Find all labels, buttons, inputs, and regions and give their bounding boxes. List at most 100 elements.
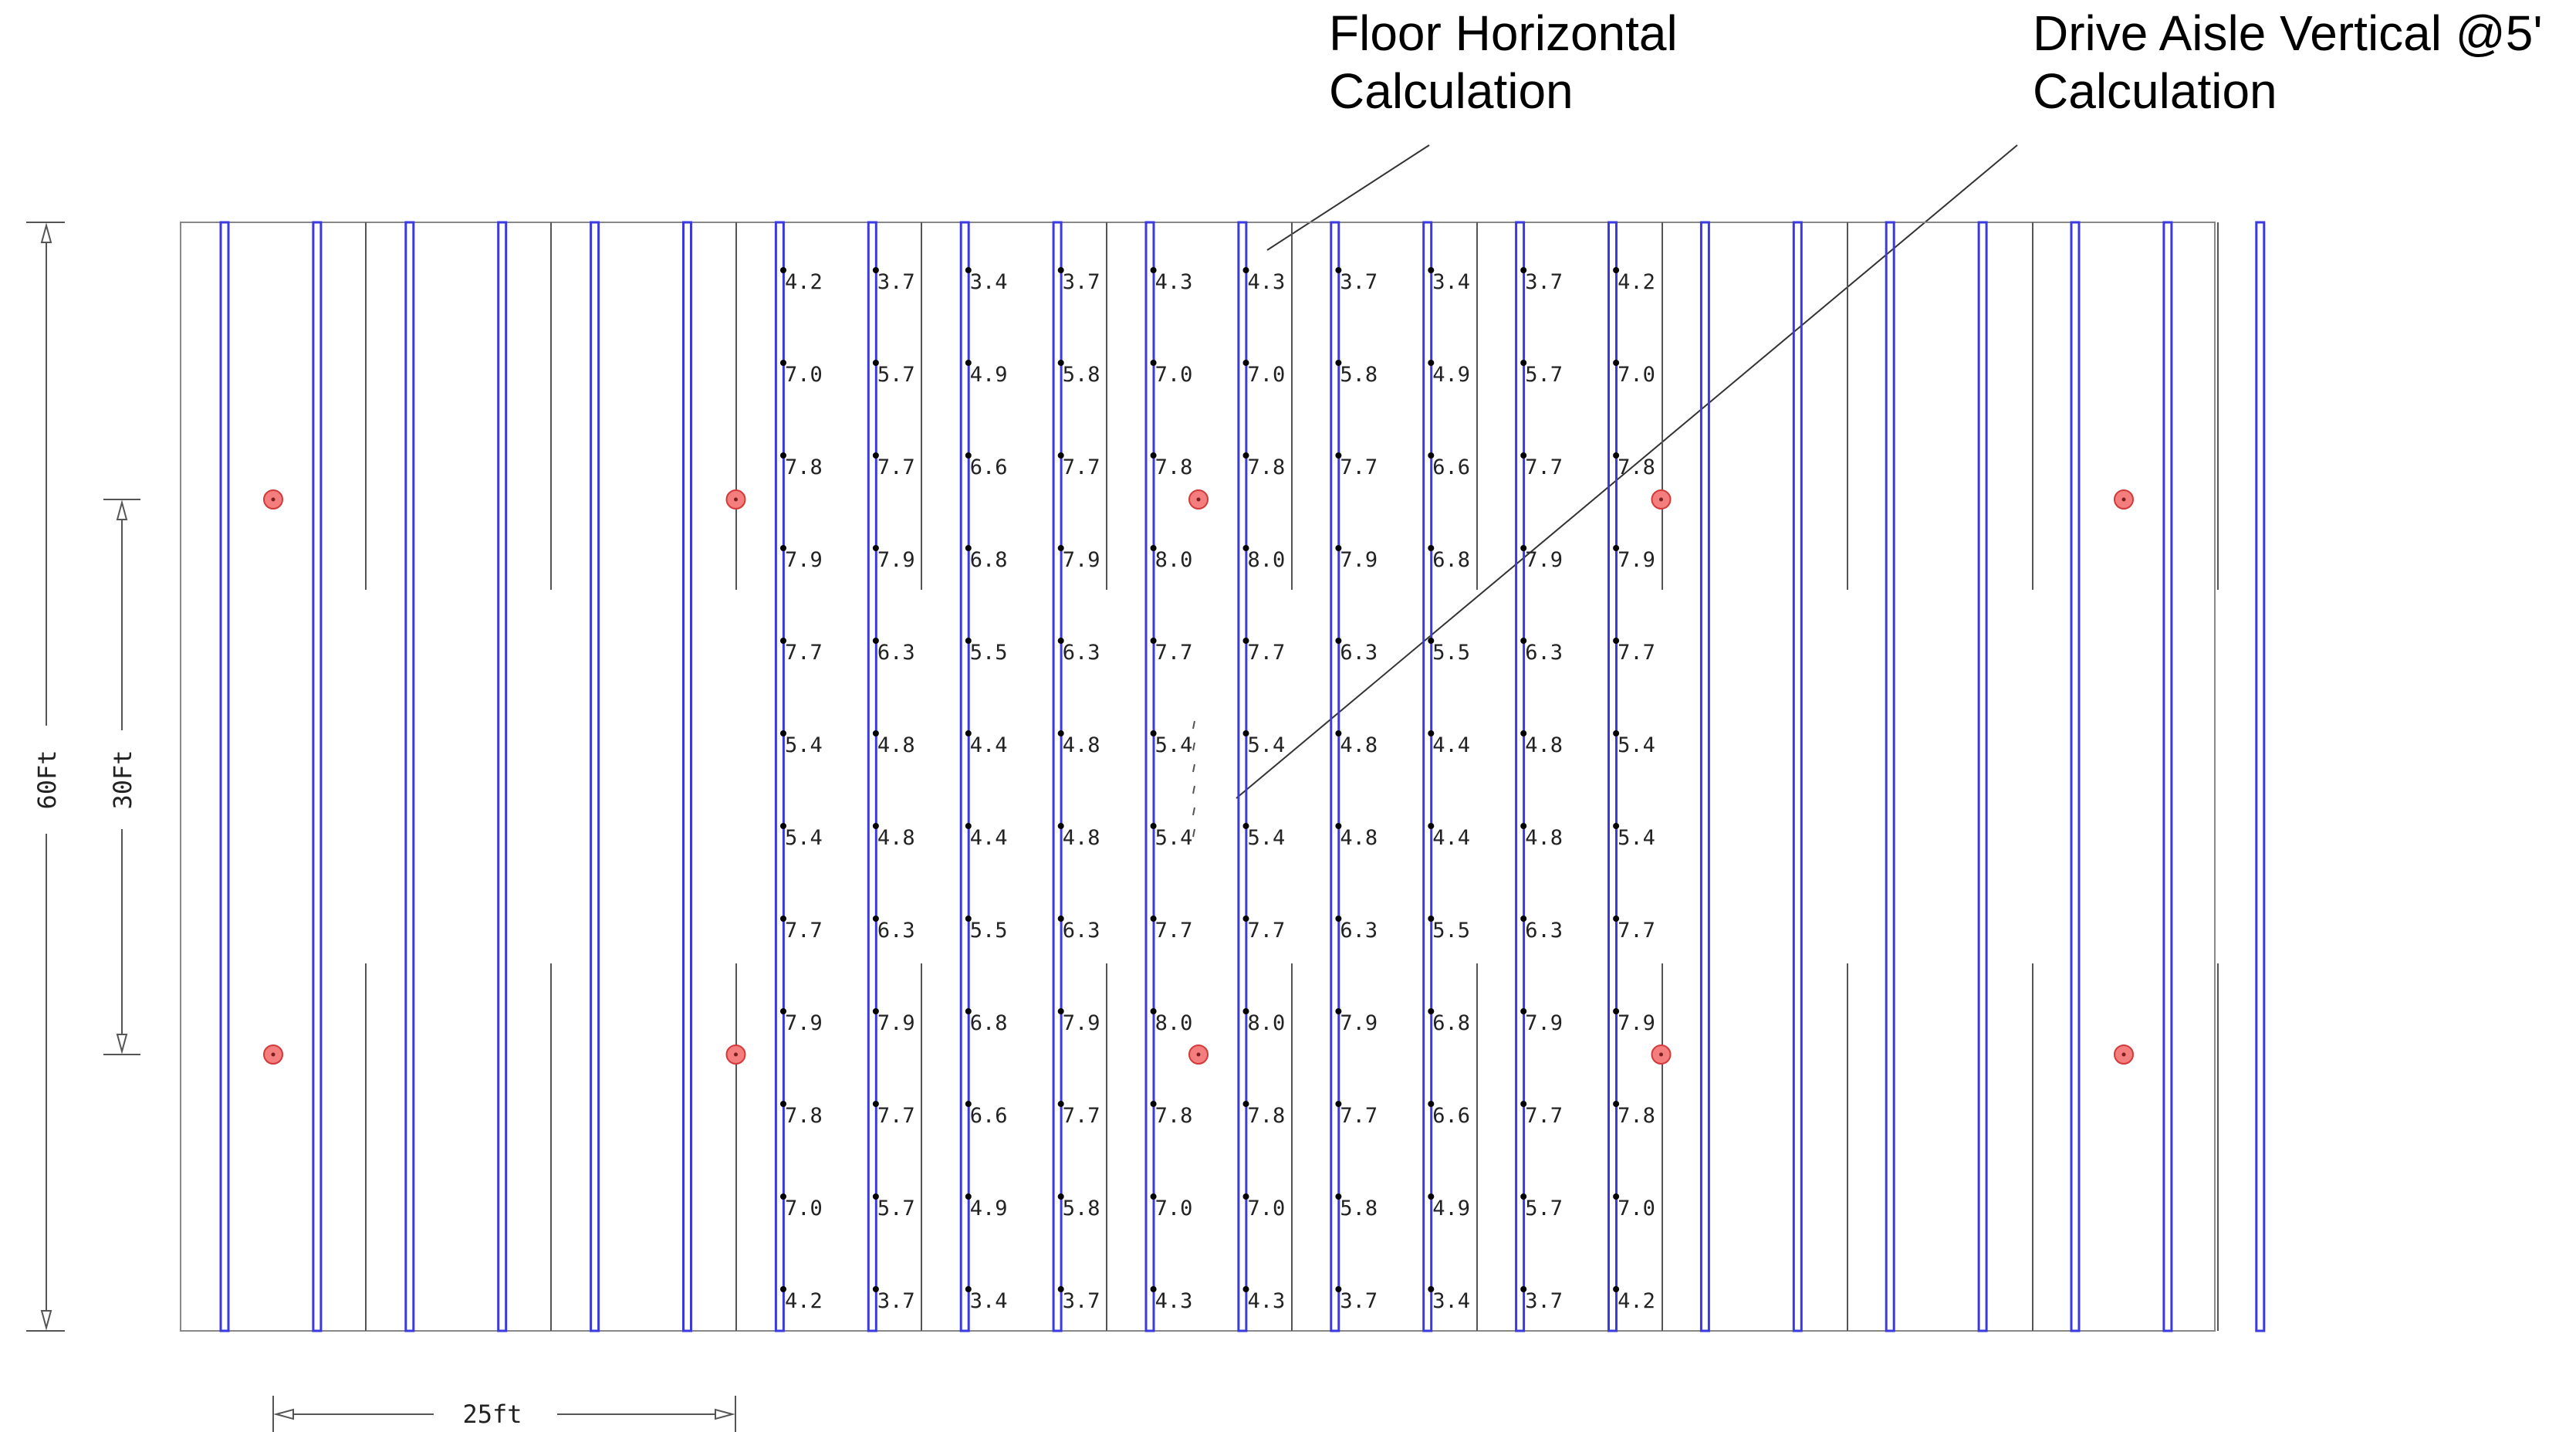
- calc-value: 4.9: [1432, 363, 1470, 387]
- rack-outline: [1144, 221, 1155, 1332]
- dimension-fixture-vertical-spacing: 30Ft: [103, 499, 140, 1055]
- calc-point: [1613, 1286, 1620, 1292]
- calc-point: [1613, 267, 1620, 273]
- calc-value: 7.9: [785, 1011, 823, 1035]
- calc-value: 3.7: [877, 270, 915, 294]
- calc-value: 7.9: [877, 548, 915, 572]
- calc-point: [965, 1286, 972, 1292]
- calc-point: [965, 916, 972, 922]
- calc-value: 6.8: [970, 548, 1008, 572]
- calc-point: [1335, 823, 1342, 829]
- calc-value: 4.8: [1340, 733, 1378, 757]
- calc-point: [1428, 638, 1435, 644]
- calc-point: [780, 730, 786, 736]
- calc-point: [1057, 638, 1064, 644]
- calc-value: 6.3: [877, 919, 915, 943]
- light-fixture-icon: [2114, 489, 2134, 509]
- rack-outline: [682, 221, 692, 1332]
- calc-value: 3.7: [1340, 1289, 1378, 1313]
- calc-point: [1242, 916, 1249, 922]
- calc-point: [965, 730, 972, 736]
- calc-point: [1428, 730, 1435, 736]
- drive-aisle-calc-mark: [1192, 807, 1195, 816]
- calc-point: [1613, 452, 1620, 459]
- calc-value: 5.4: [1248, 733, 1286, 757]
- calc-point: [872, 452, 879, 459]
- calc-point: [1150, 1008, 1157, 1014]
- calc-value: 7.7: [1340, 455, 1378, 479]
- calc-point: [1242, 730, 1249, 736]
- calc-value: 7.0: [785, 363, 823, 387]
- calc-point: [1335, 1101, 1342, 1107]
- calc-point: [1150, 730, 1157, 736]
- calc-point: [1057, 1101, 1064, 1107]
- dimension-60ft-label: 60Ft: [32, 750, 62, 809]
- calc-point: [1520, 730, 1527, 736]
- rack-outline: [1977, 221, 1988, 1332]
- rack-outline: [1885, 221, 1895, 1332]
- calc-value: 4.9: [1432, 1197, 1470, 1220]
- calc-point: [1520, 1286, 1527, 1292]
- dimension-25ft-label: 25ft: [462, 1400, 522, 1429]
- drive-aisle-calc-mark: [1192, 828, 1195, 838]
- calc-value: 7.7: [785, 919, 823, 943]
- calc-value: 6.8: [970, 1011, 1008, 1035]
- calc-point: [1520, 452, 1527, 459]
- rack-outline: [1792, 221, 1803, 1332]
- calc-point: [872, 1193, 879, 1200]
- rack-outline: [219, 221, 230, 1332]
- calc-value: 3.4: [1432, 270, 1470, 294]
- calc-value: 7.0: [1155, 1197, 1193, 1220]
- calc-point: [1335, 730, 1342, 736]
- drive-aisle-calc-mark: [1192, 785, 1195, 794]
- calc-value: 4.2: [785, 270, 823, 294]
- calc-point: [1428, 360, 1435, 366]
- rack-outline: [2162, 221, 2173, 1332]
- calc-value: 4.3: [1248, 1289, 1286, 1313]
- calc-point: [1057, 823, 1064, 829]
- rack-outline: [1607, 221, 1618, 1332]
- calc-value: 5.5: [1432, 919, 1470, 943]
- calc-value: 7.8: [1248, 455, 1286, 479]
- calc-value: 6.3: [1063, 641, 1100, 665]
- calc-point: [1242, 1008, 1249, 1014]
- calc-point: [780, 1008, 786, 1014]
- calc-point: [1520, 360, 1527, 366]
- calc-point: [872, 823, 879, 829]
- calc-point: [965, 1008, 972, 1014]
- calc-point: [1613, 823, 1620, 829]
- rack-outline: [1237, 221, 1248, 1332]
- calc-point: [1335, 360, 1342, 366]
- light-fixture-icon: [1188, 1044, 1209, 1065]
- calc-value: 5.5: [1432, 641, 1470, 665]
- drive-aisle-calc-mark: [1192, 720, 1195, 730]
- calc-point: [1520, 1101, 1527, 1107]
- calc-point: [1057, 730, 1064, 736]
- calc-value: 5.7: [1525, 363, 1563, 387]
- calc-value: 8.0: [1248, 548, 1286, 572]
- calc-point: [780, 452, 786, 459]
- calc-value: 7.9: [1618, 548, 1655, 572]
- floor-horizontal-callout-line2: Calculation: [1329, 63, 1574, 119]
- light-fixture-icon: [725, 489, 746, 509]
- calc-point: [1150, 267, 1157, 273]
- calc-value: 8.0: [1155, 548, 1193, 572]
- calc-value: 7.7: [1155, 641, 1193, 665]
- calc-point: [1613, 1008, 1620, 1014]
- rack-outline: [867, 221, 877, 1332]
- calc-value: 4.4: [970, 733, 1008, 757]
- calc-value: 7.7: [1063, 1104, 1100, 1128]
- calc-value: 4.2: [1618, 1289, 1655, 1313]
- calc-point: [872, 1286, 879, 1292]
- calc-value: 6.3: [1340, 919, 1378, 943]
- calc-value: 7.8: [1155, 1104, 1193, 1128]
- calc-point: [1150, 360, 1157, 366]
- rack-outline: [2255, 221, 2266, 1332]
- calc-point: [1057, 1286, 1064, 1292]
- calc-point: [1150, 545, 1157, 551]
- calc-point: [1335, 1193, 1342, 1200]
- calc-point: [1520, 823, 1527, 829]
- calc-point: [1150, 1101, 1157, 1107]
- calc-value: 6.8: [1432, 548, 1470, 572]
